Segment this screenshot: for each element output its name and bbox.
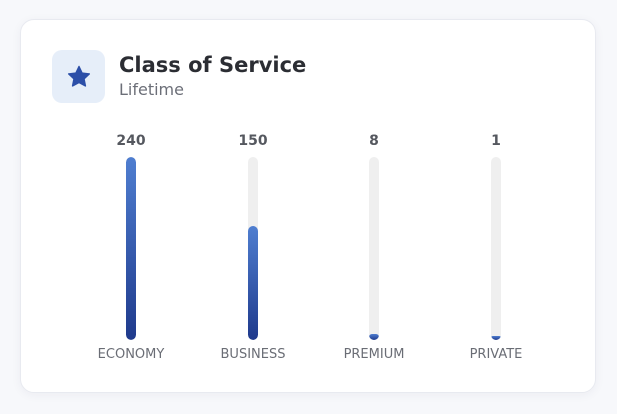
bar-track-premium (369, 157, 379, 340)
bar-fill-business (248, 226, 258, 340)
bar-column-economy: 240 ECONOMY (81, 132, 181, 372)
card-subtitle: Lifetime (119, 80, 184, 99)
bar-label-premium: PREMIUM (343, 347, 405, 362)
star-icon (67, 65, 90, 87)
bar-value-economy: 240 (116, 133, 146, 149)
bar-track-economy (126, 157, 136, 340)
bar-column-private: 1 PRIVATE (446, 132, 546, 372)
bar-column-business: 150 BUSINESS (203, 132, 303, 372)
bar-fill-premium (369, 334, 379, 340)
bar-fill-private (491, 336, 501, 340)
bar-track-private (491, 157, 501, 340)
card-title: Class of Service (119, 53, 307, 77)
bar-value-business: 150 (238, 133, 268, 149)
class-of-service-card: Class of Service Lifetime 240 ECONOMY 15… (20, 19, 596, 393)
bar-value-private: 1 (491, 133, 501, 149)
bar-value-premium: 8 (369, 133, 379, 149)
bar-column-premium: 8 PREMIUM (324, 132, 424, 372)
bar-label-private: PRIVATE (469, 347, 523, 362)
bar-track-business (248, 157, 258, 340)
bar-label-economy: ECONOMY (97, 347, 165, 362)
bar-fill-economy (126, 157, 136, 340)
bar-label-business: BUSINESS (220, 347, 286, 362)
icon-tile (52, 50, 105, 103)
